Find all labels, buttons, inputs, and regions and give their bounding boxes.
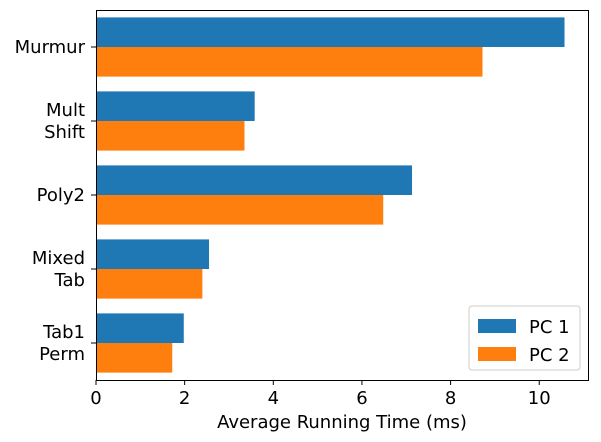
x-tick-label: 4	[268, 388, 279, 409]
y-tick-label: Mixed	[32, 248, 85, 269]
x-tick-label: 0	[90, 388, 101, 409]
bar-pc1-poly2	[96, 165, 413, 195]
x-axis-ticks: 0 2 4 6 8 10	[90, 380, 551, 409]
bar-pc1-mult-shift	[96, 91, 255, 121]
y-tick-label: Mult	[46, 100, 85, 121]
bar-pc1-mixed-tab	[96, 239, 210, 269]
x-tick-label: 6	[356, 388, 367, 409]
x-tick-label: 10	[528, 388, 551, 409]
bar-pc1-tab1-perm	[96, 313, 184, 343]
bars-layer	[96, 17, 565, 373]
y-tick-label: Tab	[54, 270, 85, 291]
y-tick-label: Murmur	[15, 37, 86, 58]
plot-frame	[96, 10, 589, 381]
x-tick-label: 2	[179, 388, 190, 409]
legend-swatch-pc2	[478, 347, 516, 361]
bar-pc2-mult-shift	[96, 121, 245, 151]
bar-pc1-murmur	[96, 17, 565, 47]
bar-pc2-tab1-perm	[96, 343, 173, 373]
y-tick-label: Tab1	[42, 322, 85, 343]
x-axis-title: Average Running Time (ms)	[217, 412, 467, 433]
bar-pc2-mixed-tab	[96, 269, 203, 299]
legend-label-pc1: PC 1	[529, 317, 570, 338]
y-tick-label: Perm	[39, 344, 85, 365]
bar-pc2-poly2	[96, 195, 384, 225]
legend-label-pc2: PC 2	[529, 345, 570, 366]
y-tick-label: Poly2	[37, 185, 85, 206]
y-tick-label: Shift	[44, 122, 85, 143]
legend-swatch-pc1	[478, 319, 516, 333]
bar-pc2-murmur	[96, 47, 483, 77]
legend: PC 1 PC 2	[468, 305, 581, 371]
x-tick-label: 8	[445, 388, 456, 409]
